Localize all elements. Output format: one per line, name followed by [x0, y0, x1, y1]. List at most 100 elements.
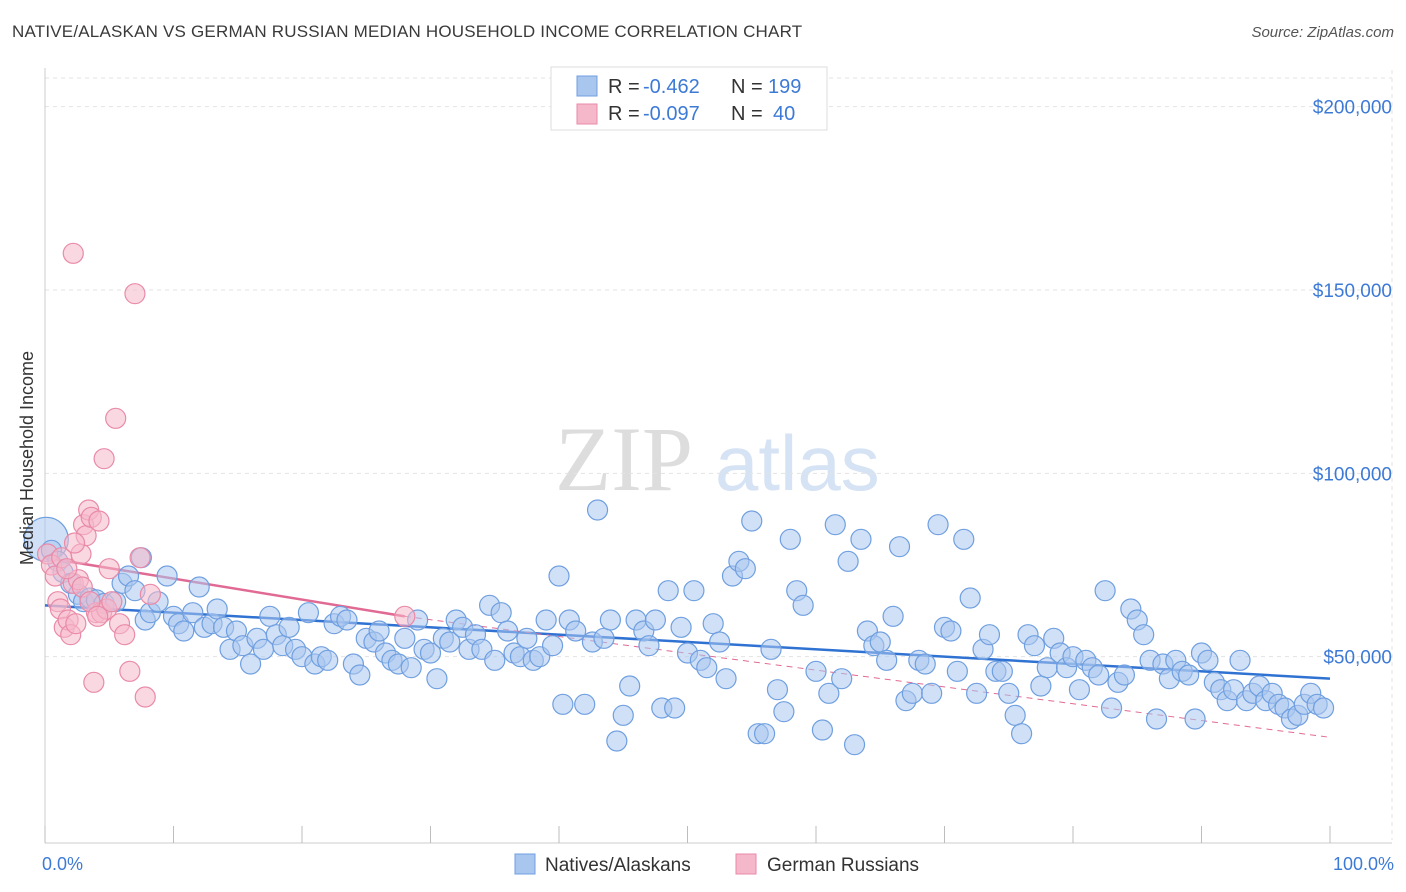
native-alaskan-point [940, 620, 962, 642]
german-russian-point [62, 242, 84, 264]
native-alaskan-point [586, 499, 609, 521]
native-alaskan-point [882, 605, 904, 627]
native-alaskan-point [644, 609, 666, 631]
german-russian-point [83, 671, 105, 693]
native-alaskan-point [490, 602, 512, 624]
native-alaskan-point [766, 679, 789, 701]
native-alaskan-point [1023, 635, 1046, 657]
german-russian-point [124, 283, 146, 305]
german-russian-point [56, 558, 78, 580]
native-alaskan-point [702, 613, 724, 635]
native-alaskan-point [715, 668, 737, 690]
native-alaskan-point [753, 723, 776, 745]
native-alaskan-point [565, 620, 587, 642]
native-alaskan-point [927, 514, 949, 536]
native-alaskan-point [638, 635, 660, 657]
native-alaskan-point [1094, 580, 1116, 602]
german-russian-point [65, 613, 87, 635]
native-alaskan-point [612, 704, 634, 726]
native-alaskan-point [368, 620, 390, 642]
y-tick-label: $150,000 [1313, 281, 1392, 302]
native-alaskan-point [349, 664, 371, 686]
native-alaskan-point [811, 719, 834, 741]
native-alaskan-point [535, 609, 557, 631]
native-alaskan-point [1178, 664, 1200, 686]
bottom-legend-swatch-pink [735, 853, 757, 875]
native-alaskan-point [317, 649, 339, 671]
native-alaskan-point [773, 701, 795, 723]
legend-r-label-2: R = [608, 103, 640, 125]
native-alaskan-point [1004, 704, 1026, 726]
native-alaskan-point [394, 627, 416, 649]
native-alaskan-point [599, 609, 622, 631]
native-alaskan-point [484, 649, 506, 671]
native-alaskan-point [1229, 649, 1251, 671]
native-alaskan-point [869, 631, 891, 653]
native-alaskan-point [741, 510, 763, 532]
native-alaskan-point [182, 602, 204, 624]
native-alaskan-point [240, 653, 262, 675]
native-alaskan-point [593, 627, 615, 649]
bottom-legend-label-natives: Natives/Alaskans [545, 855, 691, 876]
native-alaskan-point [818, 682, 840, 704]
native-alaskan-point [760, 638, 782, 660]
german-russian-point [105, 407, 127, 429]
native-alaskan-trend-line [44, 604, 1331, 680]
native-alaskan-point [966, 682, 988, 704]
native-alaskan-point [843, 734, 866, 756]
german-russian-point [114, 624, 136, 646]
watermark-zip: ZIP [555, 408, 693, 510]
german-russian-point [134, 686, 156, 708]
native-alaskan-point [1088, 664, 1110, 686]
x-tick-label: 100.0% [1333, 854, 1394, 874]
legend-r-value-1: -0.462 [643, 76, 700, 98]
native-alaskan-point [664, 697, 686, 719]
y-tick-label: $200,000 [1313, 98, 1392, 119]
y-tick-label: $100,000 [1313, 464, 1392, 485]
native-alaskan-point [419, 642, 442, 664]
native-alaskan-point [792, 594, 814, 616]
native-alaskan-point [709, 631, 731, 653]
legend-swatch-blue [576, 75, 598, 97]
native-alaskan-point [876, 649, 898, 671]
german-russian-point [88, 510, 110, 532]
chart-source: Source: ZipAtlas.com [1251, 24, 1394, 41]
native-alaskan-point [548, 565, 570, 587]
native-alaskan-point [946, 660, 968, 682]
native-alaskan-point [991, 660, 1013, 682]
native-alaskan-point [400, 657, 422, 679]
native-alaskan-point [297, 602, 320, 624]
y-axis-label: Median Household Income [17, 351, 37, 565]
native-alaskan-point [998, 682, 1020, 704]
native-alaskan-point [619, 675, 641, 697]
native-alaskan-point [278, 616, 300, 638]
bottom-legend-swatch-blue [514, 853, 536, 875]
native-alaskan-point [657, 580, 679, 602]
legend-n-value-1: 199 [768, 76, 801, 98]
native-alaskan-point [1113, 664, 1136, 686]
native-alaskan-point [259, 605, 281, 627]
native-alaskan-point [206, 598, 228, 620]
native-alaskan-point [779, 528, 801, 550]
native-alaskan-point [953, 528, 975, 550]
native-alaskan-point [1133, 624, 1155, 646]
native-alaskan-point [541, 635, 564, 657]
legend: R = -0.462 N = 199 R = -0.097 N = 40 [550, 66, 828, 131]
legend-n-label-1: N = [731, 76, 763, 98]
german-russian-point [139, 583, 161, 605]
native-alaskan-point [901, 682, 923, 704]
german-russian-point [87, 605, 109, 627]
native-alaskan-point [1010, 723, 1033, 745]
native-alaskan-point [914, 653, 936, 675]
native-alaskan-point [426, 668, 448, 690]
native-alaskan-point [336, 609, 358, 631]
native-alaskan-point [1312, 697, 1335, 719]
native-alaskan-point [824, 514, 846, 536]
y-tick-label: $50,000 [1323, 648, 1392, 669]
native-alaskan-point [156, 565, 178, 587]
native-alaskan-point [497, 620, 519, 642]
watermark-atlas: atlas [715, 419, 880, 507]
native-alaskan-point [888, 536, 911, 558]
legend-r-value-2: -0.097 [643, 103, 700, 125]
